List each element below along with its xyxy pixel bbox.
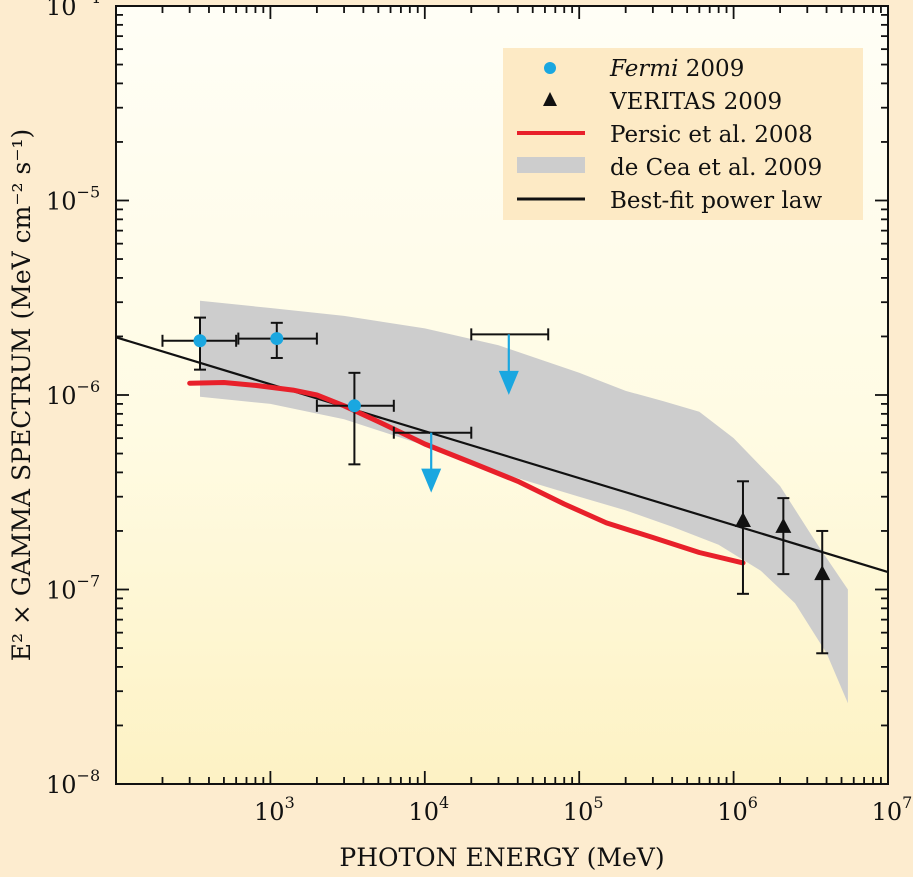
upper-limit-arrow-head (498, 370, 519, 395)
veritas-point-1 (734, 480, 751, 595)
legend-item-powerlaw: Best-fit power law (517, 188, 822, 214)
fermi-upper-limit-1 (392, 426, 473, 493)
veritas-marker (734, 512, 751, 528)
fermi-point-1 (161, 316, 238, 371)
persic-model-line (187, 380, 746, 566)
legend-item-persic: Persic et al. 2008 (517, 122, 813, 148)
legend-label: de Cea et al. 2009 (610, 155, 822, 181)
x-tick-labels: 103 104 105 106 107 (254, 793, 912, 826)
fermi-marker (347, 399, 361, 413)
model-lines-layer (115, 336, 889, 574)
y-tick-labels: 10−4 10−5 10−6 10−7 10−8 (46, 0, 100, 799)
x-tick-label: 103 (254, 793, 295, 826)
de-cea-model-band (200, 300, 848, 704)
veritas-marker (775, 517, 792, 533)
legend-label: VERITAS 2009 (609, 89, 782, 115)
axis-ticks (116, 6, 888, 784)
legend-label: Best-fit power law (610, 188, 822, 214)
legend-item-veritas: VERITAS 2009 (543, 89, 782, 115)
legend-marker-triangle (543, 92, 557, 106)
power-law-fit-line (115, 336, 889, 574)
data-points-layer (161, 316, 831, 655)
legend-marker-circle (544, 62, 556, 74)
x-tick-label: 106 (717, 793, 758, 826)
legend-marker-band (517, 157, 585, 173)
legend: Fermi 2009 VERITAS 2009 Persic et al. 2008… (503, 48, 863, 220)
x-axis-title: PHOTON ENERGY (MeV) (339, 843, 664, 872)
fermi-marker (193, 334, 207, 348)
y-tick-label: 10−7 (46, 572, 100, 605)
fermi-point-3 (315, 371, 395, 466)
upper-limit-arrow-head (421, 468, 442, 493)
legend-item-fermi: Fermi 2009 (544, 56, 744, 82)
fermi-upper-limit-2 (470, 328, 550, 395)
y-tick-label: 10−5 (46, 183, 100, 216)
fermi-marker (270, 332, 284, 346)
x-tick-label: 107 (872, 793, 913, 826)
veritas-point-2 (775, 497, 792, 576)
x-tick-label: 105 (563, 793, 604, 826)
y-axis-title: E² × GAMMA SPECTRUM (MeV cm⁻² s⁻¹) (7, 129, 36, 662)
y-tick-label: 10−4 (46, 0, 100, 21)
fermi-point-2 (237, 321, 318, 359)
x-tick-label: 104 (408, 793, 449, 826)
legend-item-decea: de Cea et al. 2009 (517, 155, 822, 181)
veritas-marker (814, 565, 831, 581)
legend-label: Fermi 2009 (609, 56, 744, 82)
y-tick-label: 10−6 (46, 377, 100, 410)
y-tick-label: 10−8 (46, 766, 100, 799)
veritas-point-3 (814, 529, 831, 655)
model-band-layer (200, 300, 848, 704)
legend-label: Persic et al. 2008 (610, 122, 813, 148)
